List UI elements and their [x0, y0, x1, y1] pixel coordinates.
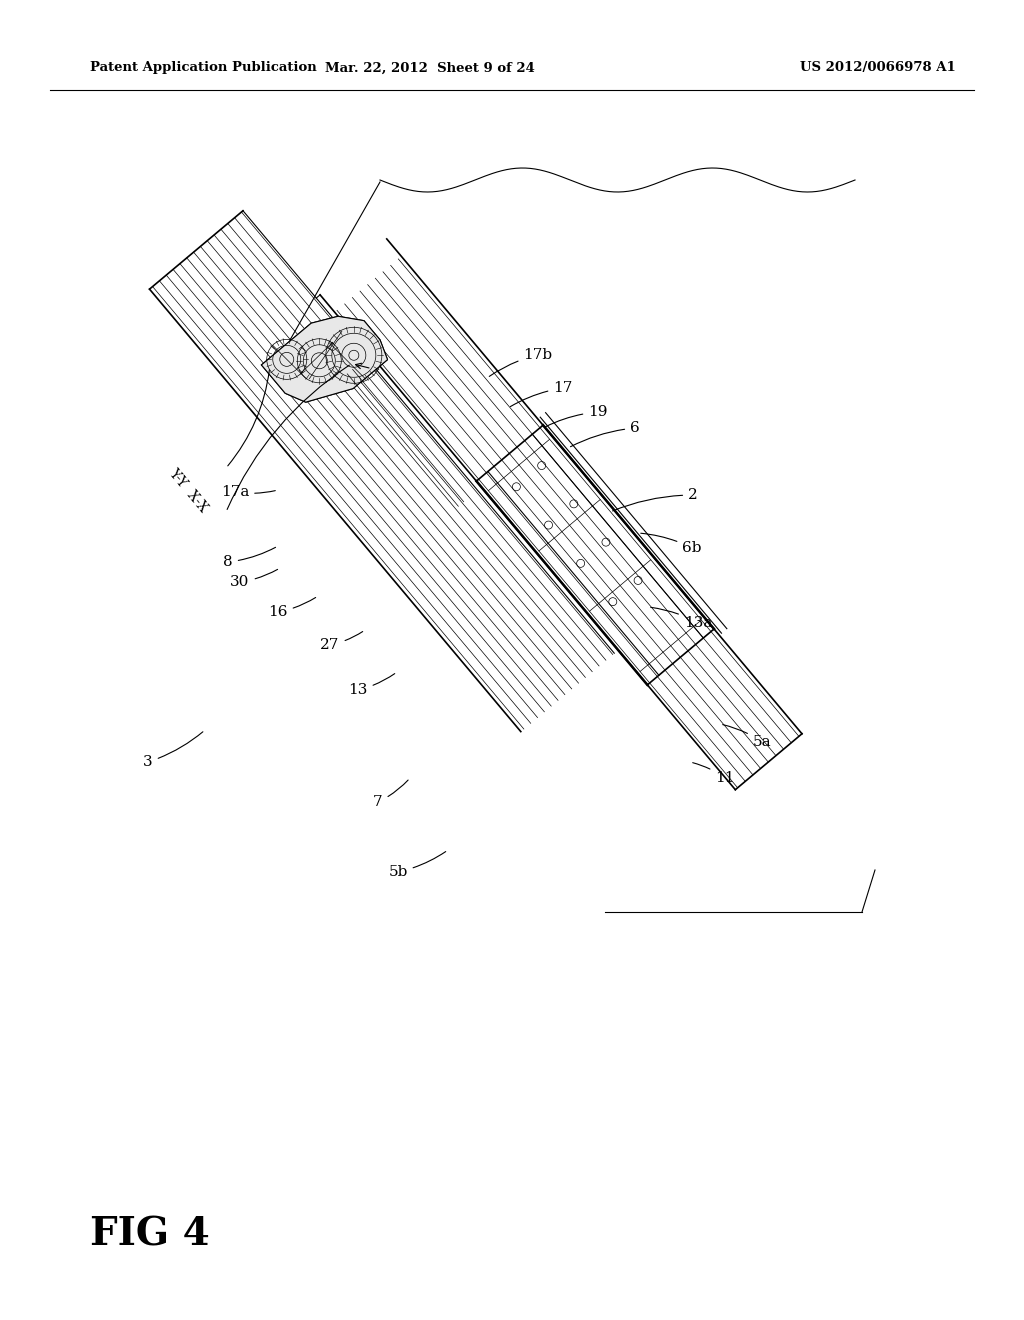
Text: 11: 11 [692, 763, 735, 785]
Text: 6: 6 [570, 421, 640, 446]
Text: 5a: 5a [723, 725, 771, 748]
Text: 17a: 17a [221, 484, 275, 499]
Text: 27: 27 [321, 631, 362, 652]
Text: 17b: 17b [489, 348, 553, 376]
Polygon shape [261, 317, 387, 403]
Text: Mar. 22, 2012  Sheet 9 of 24: Mar. 22, 2012 Sheet 9 of 24 [325, 62, 535, 74]
Text: 13: 13 [348, 673, 394, 697]
Text: Y-Y  X-X: Y-Y X-X [166, 466, 210, 515]
Text: 19: 19 [546, 405, 608, 426]
Text: 3: 3 [143, 731, 203, 770]
Text: 2: 2 [612, 488, 698, 511]
Text: 17: 17 [510, 381, 572, 407]
Text: FIG 4: FIG 4 [90, 1216, 210, 1254]
Text: 8: 8 [223, 548, 275, 569]
Text: 16: 16 [268, 598, 315, 619]
Text: Patent Application Publication: Patent Application Publication [90, 62, 316, 74]
Text: 6b: 6b [641, 533, 701, 554]
Text: 30: 30 [230, 569, 278, 589]
Text: 7: 7 [373, 780, 409, 809]
Text: US 2012/0066978 A1: US 2012/0066978 A1 [800, 62, 955, 74]
Text: 13a: 13a [651, 607, 712, 630]
Text: 5b: 5b [388, 851, 445, 879]
